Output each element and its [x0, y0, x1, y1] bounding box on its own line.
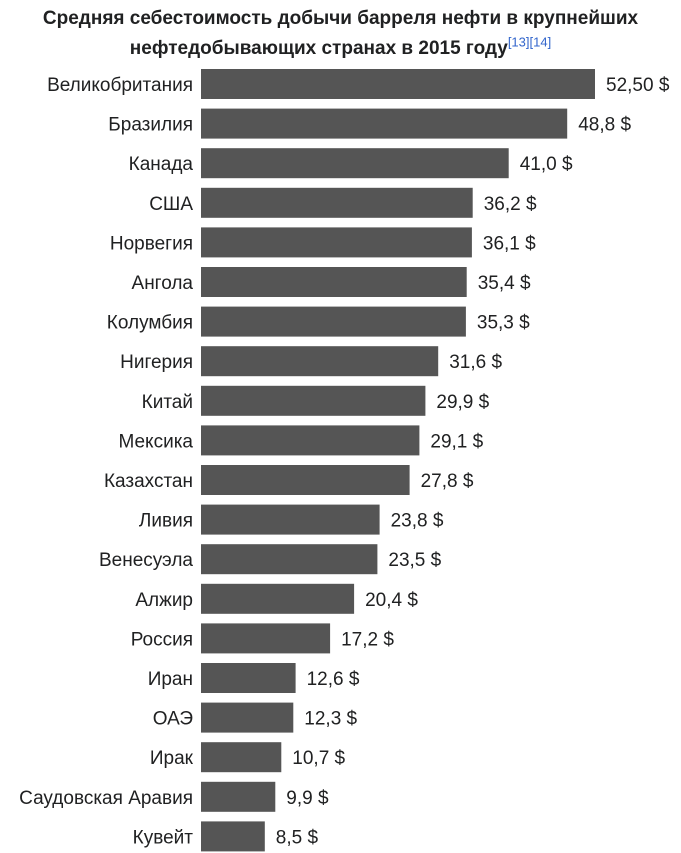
chart-title-line-2: нефтедобывающих странах в 2015 году[13][…	[0, 34, 681, 64]
value-label-0: 52,50 $	[606, 75, 670, 96]
category-label-8: Китай	[142, 392, 193, 413]
category-label-3: США	[149, 194, 193, 215]
bar-16	[201, 702, 294, 733]
bar-4	[201, 227, 472, 258]
category-label-7: Нигерия	[120, 352, 193, 373]
bar-3	[201, 187, 473, 218]
bar-7	[201, 346, 439, 377]
bar-13	[201, 583, 355, 614]
bar-6	[201, 306, 466, 337]
value-label-8: 29,9 $	[436, 392, 489, 413]
bar-0	[201, 69, 595, 99]
value-label-10: 27,8 $	[421, 471, 474, 492]
value-label-15: 12,6 $	[307, 669, 360, 690]
value-label-6: 35,3 $	[477, 313, 530, 334]
value-label-16: 12,3 $	[304, 709, 357, 730]
category-label-9: Мексика	[118, 431, 193, 452]
value-label-19: 8,5 $	[276, 827, 319, 848]
value-label-5: 35,4 $	[478, 273, 531, 294]
category-label-1: Бразилия	[108, 115, 193, 136]
category-label-10: Казахстан	[104, 471, 193, 492]
category-label-12: Венесуэла	[99, 550, 193, 571]
bar-17	[201, 742, 282, 773]
value-label-13: 20,4 $	[365, 590, 418, 611]
category-label-19: Кувейт	[133, 827, 194, 848]
category-label-17: Ирак	[150, 748, 194, 769]
bar-19	[201, 821, 265, 852]
bar-8	[201, 385, 426, 416]
bar-14	[201, 623, 331, 654]
value-label-18: 9,9 $	[286, 788, 329, 809]
value-label-3: 36,2 $	[484, 194, 537, 215]
chart-title: Средняя себестоимость добычи барреля неф…	[0, 4, 681, 64]
value-label-2: 41,0 $	[520, 154, 573, 175]
category-label-0: Великобритания	[47, 75, 193, 96]
bar-18	[201, 781, 276, 812]
value-label-9: 29,1 $	[430, 431, 483, 452]
value-label-12: 23,5 $	[388, 550, 441, 571]
category-label-18: Саудовская Аравия	[19, 788, 193, 809]
value-label-1: 48,8 $	[578, 115, 631, 136]
category-label-14: Россия	[131, 629, 193, 650]
bar-10	[201, 465, 410, 495]
category-label-6: Колумбия	[107, 313, 193, 334]
category-label-16: ОАЭ	[153, 709, 193, 730]
bar-11	[201, 504, 380, 535]
chart-title-line-2-text: нефтедобывающих странах в 2015 году	[129, 38, 508, 59]
value-label-14: 17,2 $	[341, 629, 394, 650]
bar-9	[201, 425, 420, 456]
bar-2	[201, 148, 509, 179]
category-label-5: Ангола	[132, 273, 194, 294]
chart-title-line-1: Средняя себестоимость добычи барреля неф…	[42, 8, 639, 29]
bar-12	[201, 544, 378, 575]
value-label-11: 23,8 $	[391, 511, 444, 532]
value-label-17: 10,7 $	[292, 748, 345, 769]
category-label-4: Норвегия	[110, 233, 193, 254]
bar-1	[201, 108, 568, 139]
value-label-7: 31,6 $	[449, 352, 502, 373]
bar-5	[201, 267, 467, 297]
category-label-11: Ливия	[139, 511, 193, 532]
category-label-15: Иран	[148, 669, 193, 690]
category-label-13: Алжир	[135, 590, 193, 611]
category-label-2: Канада	[129, 154, 194, 175]
value-label-4: 36,1 $	[483, 233, 536, 254]
bar-15	[201, 663, 296, 693]
citation-links[interactable]: [13][14]	[507, 34, 552, 50]
